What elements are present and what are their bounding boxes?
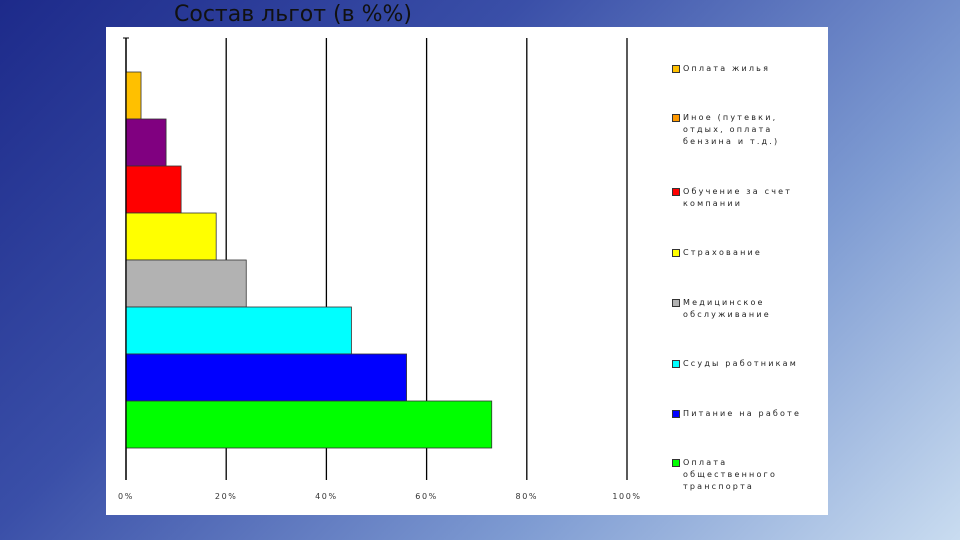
legend-label: Обучение за счет компании xyxy=(683,186,793,208)
legend-item: Медицинское обслуживание xyxy=(672,297,822,321)
x-tick-label: 20% xyxy=(215,492,238,501)
legend-item: Питание на работе xyxy=(672,408,822,420)
bar xyxy=(125,118,167,167)
legend-swatch xyxy=(672,409,680,418)
legend-item: Обучение за счет компании xyxy=(672,186,822,210)
legend-item: Иное (путевки, отдых, оплата бензина и т… xyxy=(672,112,822,148)
bar xyxy=(125,400,493,449)
legend-swatch xyxy=(672,298,680,307)
legend-item: Оплата общественного транспорта xyxy=(672,457,822,493)
legend-item: Оплата жилья xyxy=(672,63,822,75)
x-tick-label: 80% xyxy=(516,492,539,501)
x-tick-label: 100% xyxy=(612,492,641,501)
legend-label: Оплата жилья xyxy=(683,64,771,73)
bar xyxy=(125,165,182,214)
bar xyxy=(125,353,407,402)
legend-swatch xyxy=(672,114,680,123)
bar-chart: 0% 20% 40% 60% 80% 100% xyxy=(118,37,641,501)
chart-panel: 0% 20% 40% 60% 80% 100% Оплата жилья Иное (пут… xyxy=(106,27,828,515)
legend-label: Оплата общественного транспорта xyxy=(683,457,778,491)
x-tick-label: 40% xyxy=(315,492,338,501)
legend-label: Страхование xyxy=(683,248,763,258)
legend-swatch xyxy=(672,65,680,73)
legend-item: Ссуды работникам xyxy=(672,358,822,370)
x-tick-label: 0% xyxy=(118,492,134,501)
legend-label: Медицинское обслуживание xyxy=(683,297,771,319)
x-tick-label: 60% xyxy=(415,492,438,501)
legend-swatch xyxy=(672,187,680,196)
legend-label: Питание на работе xyxy=(683,408,802,418)
bar xyxy=(125,259,247,308)
bar xyxy=(125,212,217,261)
legend-label: Ссуды работникам xyxy=(683,359,798,369)
legend-swatch xyxy=(672,458,680,467)
legend-item: Страхование xyxy=(672,247,822,259)
legend-swatch xyxy=(672,249,680,258)
bar xyxy=(125,71,142,120)
slide-title: Состав льгот (в %%) xyxy=(174,2,412,27)
bar xyxy=(125,306,352,355)
chart-legend: Оплата жилья Иное (путевки, отдых, оплата… xyxy=(672,63,822,493)
legend-swatch xyxy=(672,360,680,369)
legend-label: Иное (путевки, отдых, оплата бензина и т… xyxy=(683,113,780,147)
